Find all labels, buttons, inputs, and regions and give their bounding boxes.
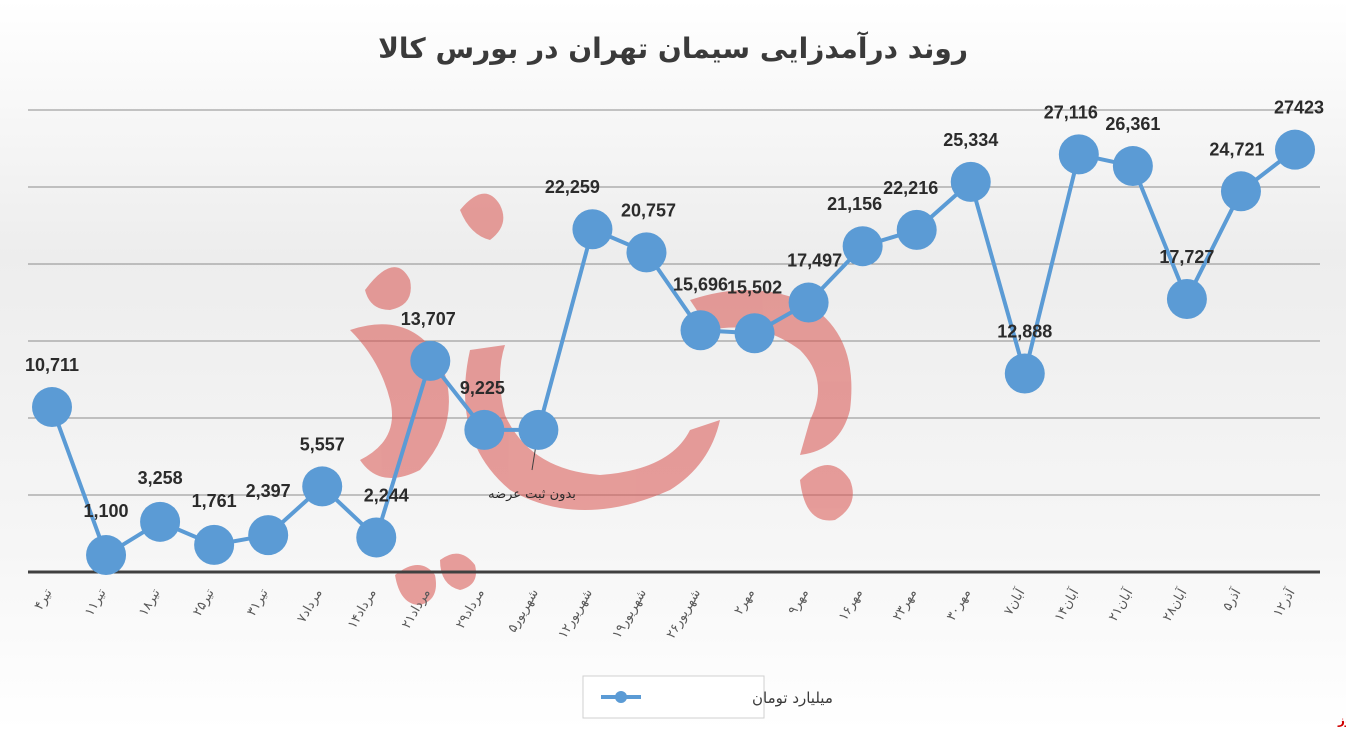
data-point[interactable] — [410, 340, 451, 381]
data-label: 21,156 — [827, 194, 882, 214]
data-point[interactable] — [302, 466, 343, 507]
data-label: 10,711 — [25, 355, 79, 375]
annotation-no-offer: بدون ثبت عرضه — [488, 487, 576, 502]
data-label: 13,707 — [401, 309, 456, 329]
data-point[interactable] — [680, 310, 721, 351]
data-point[interactable] — [86, 535, 127, 576]
data-point[interactable] — [572, 209, 613, 250]
data-label: 5,557 — [300, 434, 345, 454]
data-label: 17,727 — [1159, 247, 1214, 267]
data-label: 1,100 — [84, 501, 129, 521]
data-label: 17,497 — [787, 251, 842, 271]
data-label: 26,361 — [1105, 114, 1160, 134]
data-point[interactable] — [140, 501, 181, 542]
data-point[interactable] — [950, 161, 991, 202]
data-point[interactable] — [734, 313, 775, 354]
data-label: 2,397 — [246, 481, 291, 501]
data-label: 9,225 — [460, 378, 505, 398]
data-label: 24,721 — [1209, 139, 1264, 159]
data-label: 22,259 — [545, 177, 600, 197]
data-label: 27,116 — [1044, 102, 1098, 122]
data-point[interactable] — [464, 409, 505, 450]
data-point[interactable] — [356, 517, 397, 558]
data-label: 27423 — [1274, 98, 1324, 118]
data-label: 15,696 — [673, 274, 728, 294]
data-label: 12,888 — [997, 322, 1052, 342]
legend-marker-swatch — [615, 691, 627, 703]
data-point[interactable] — [788, 282, 829, 323]
data-label: 20,757 — [621, 200, 676, 220]
data-labels: 10,711 1,100 3,258 1,761 2,397 5,557 2,244 13,7… — [25, 98, 1324, 521]
legend-series-name: میلیارد تومان — [752, 689, 833, 707]
data-point[interactable] — [896, 209, 937, 250]
data-point[interactable] — [1275, 129, 1315, 170]
data-point[interactable] — [248, 515, 289, 556]
chart-title: روند درآمدزایی سیمان تهران در بورس کالا — [378, 31, 968, 65]
data-point[interactable] — [194, 524, 235, 565]
data-point[interactable] — [32, 387, 72, 428]
data-label: 1,761 — [192, 491, 237, 511]
legend[interactable]: میلیارد تومان — [582, 675, 833, 719]
data-point[interactable] — [842, 226, 883, 267]
data-label: 22,216 — [883, 178, 938, 198]
data-point[interactable] — [518, 409, 559, 450]
data-point[interactable] — [1166, 279, 1207, 320]
gridlines — [28, 109, 1320, 496]
data-label: 15,502 — [727, 277, 782, 297]
data-point[interactable] — [1004, 353, 1045, 394]
data-point[interactable] — [626, 232, 667, 273]
data-point[interactable] — [1220, 171, 1261, 212]
data-label: 25,334 — [943, 130, 998, 150]
data-points — [32, 129, 1315, 576]
data-label: 2,244 — [364, 485, 409, 505]
data-label: 3,258 — [138, 468, 183, 488]
brand-watermark-text: بورس نیوز — [1337, 713, 1346, 728]
data-point[interactable] — [1058, 134, 1099, 175]
data-point[interactable] — [1112, 146, 1153, 187]
